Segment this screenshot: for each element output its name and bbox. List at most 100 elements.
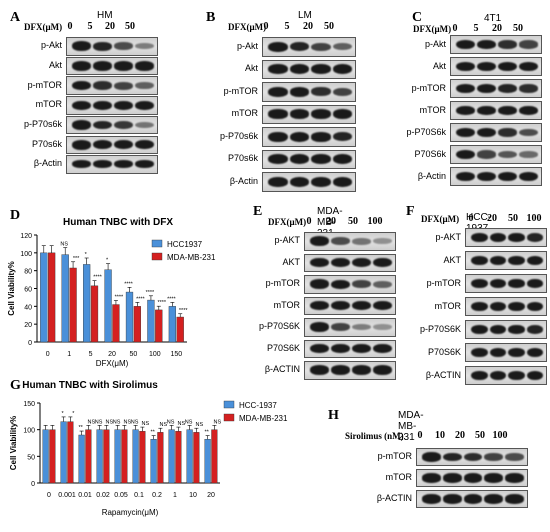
significance-label: **** — [179, 308, 188, 314]
protein-band — [311, 64, 331, 75]
treatment-header: DFX(μM) — [24, 22, 63, 32]
bar — [121, 429, 128, 484]
lane-label: 0 — [306, 216, 312, 227]
protein-band — [463, 473, 483, 483]
protein-band — [373, 280, 392, 288]
blot-row-label: mTOR — [419, 104, 446, 115]
protein-band — [422, 473, 441, 483]
significance-label: **** — [115, 295, 124, 301]
blot-row-label: Akt — [48, 59, 62, 70]
bar — [114, 429, 121, 484]
bar — [85, 429, 92, 484]
protein-band — [463, 452, 483, 462]
blot-row-label: mTOR — [385, 472, 412, 482]
blot-title: MDA-MB-231 — [398, 410, 424, 443]
y-tick-label: 80 — [24, 269, 32, 276]
protein-band — [508, 232, 525, 243]
significance-label: * — [106, 258, 109, 264]
protein-band — [332, 87, 352, 96]
protein-band — [477, 127, 496, 138]
lane-label: 50 — [348, 216, 358, 227]
legend-swatch — [151, 252, 163, 261]
protein-band — [289, 86, 309, 97]
x-axis-label: Rapamycin(μM) — [102, 508, 159, 517]
bar — [40, 252, 48, 343]
lane-label: 100 — [492, 430, 508, 441]
protein-band — [519, 61, 538, 72]
lane-label: 100 — [526, 213, 542, 224]
significance-label: **** — [158, 300, 167, 306]
lane-label: 20 — [326, 216, 336, 227]
protein-band — [352, 324, 371, 331]
y-axis-label: Cell Viability% — [9, 416, 18, 471]
protein-band — [310, 236, 329, 247]
protein-band — [477, 105, 496, 116]
protein-band — [505, 473, 524, 483]
protein-band — [498, 61, 517, 72]
protein-band — [289, 154, 309, 165]
significance-label: NS — [106, 419, 114, 425]
lane-label: 50 — [475, 430, 485, 441]
significance-label: **** — [136, 296, 145, 302]
protein-band — [422, 452, 441, 462]
blot-row-label: β-ACTIN — [425, 369, 461, 380]
protein-band — [135, 61, 154, 71]
treatment-header: DFX(μM) — [421, 214, 460, 224]
protein-band — [332, 132, 352, 142]
protein-band — [526, 324, 543, 334]
blot-row-label: P70S6K — [427, 346, 461, 357]
blot-row-label: Akt — [432, 60, 446, 71]
protein-band — [114, 160, 133, 169]
protein-band — [352, 344, 371, 354]
blot-strip — [66, 96, 158, 115]
x-tick-label: 1 — [67, 351, 71, 358]
x-tick-label: 100 — [149, 351, 161, 358]
protein-band — [332, 154, 352, 165]
protein-band — [332, 42, 352, 51]
protein-band — [505, 453, 524, 461]
lane-label: 10 — [435, 430, 445, 441]
blot-strip — [465, 366, 547, 385]
protein-band — [471, 278, 488, 289]
protein-band — [289, 64, 309, 75]
lane-label: 20 — [487, 213, 497, 224]
bar — [69, 267, 77, 343]
blot-row-label: p-P70s6k — [219, 130, 258, 141]
protein-band — [508, 301, 525, 312]
protein-band — [93, 41, 112, 51]
blot-row-label: mTOR — [231, 108, 258, 119]
blot-strip — [304, 275, 396, 294]
panel-letter-c: C — [412, 10, 423, 25]
significance-label: NS — [131, 419, 139, 425]
blot-strip — [304, 253, 396, 272]
blot-row-label: p-P70S6k — [406, 126, 446, 137]
protein-band — [463, 494, 483, 504]
protein-band — [268, 131, 288, 142]
significance-label: NS — [167, 419, 175, 425]
lane-label: 5 — [284, 21, 290, 32]
legend-label: MDA-MB-231 — [167, 253, 216, 262]
protein-band — [484, 473, 504, 483]
bar — [83, 264, 91, 343]
protein-band — [498, 150, 517, 159]
blot-row-label: P70S6K — [266, 342, 300, 353]
protein-band — [508, 324, 525, 335]
protein-band — [373, 324, 392, 331]
significance-label: * — [72, 411, 75, 417]
blot-strip — [450, 57, 542, 76]
blot-row-label: p-P70s6k — [23, 119, 62, 130]
x-tick-label: 50 — [130, 351, 138, 358]
blot-strip — [66, 155, 158, 174]
protein-band — [373, 301, 392, 311]
bar — [104, 269, 112, 343]
protein-band — [422, 494, 441, 504]
protein-band — [519, 171, 538, 182]
protein-band — [331, 344, 350, 354]
blot-row-label: mTOR — [434, 300, 461, 311]
protein-band — [310, 301, 329, 311]
significance-label: NS — [142, 421, 150, 427]
blot-strip — [450, 123, 542, 142]
protein-band — [93, 100, 112, 110]
bar — [155, 309, 163, 343]
